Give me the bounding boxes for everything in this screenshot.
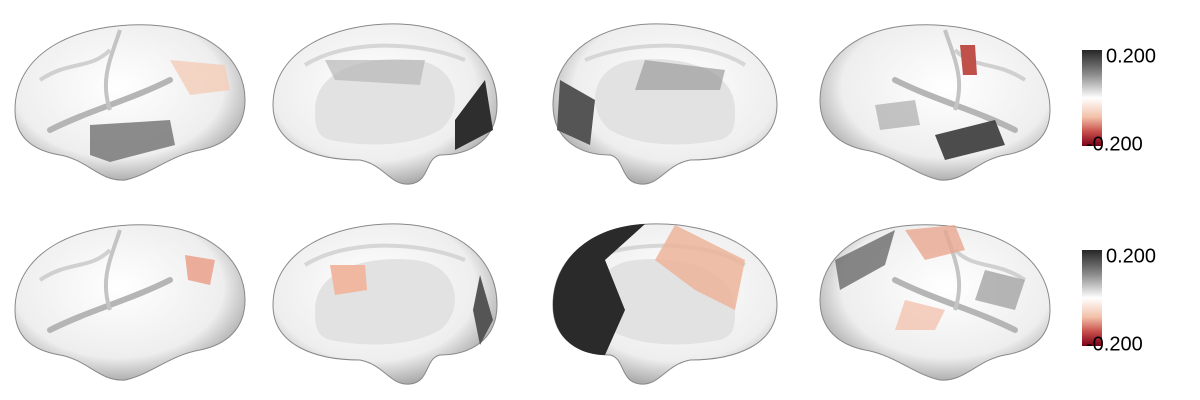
brain-medial-right xyxy=(553,224,777,384)
colorbar-max-label: 0.200 xyxy=(1106,45,1156,67)
brain-lateral-left xyxy=(15,25,245,180)
brain-medial-left xyxy=(273,24,497,184)
brain-lateral-right xyxy=(820,25,1050,180)
colorbar xyxy=(1082,250,1102,346)
brain-medial-right xyxy=(553,24,777,184)
colorbar-max-label: 0.200 xyxy=(1106,245,1156,267)
brain-lateral-right xyxy=(820,225,1050,380)
brain-medial-left xyxy=(273,224,497,384)
colorbar-min-label: -0.200 xyxy=(1086,133,1143,155)
colorbar-min-label: -0.200 xyxy=(1086,333,1143,355)
brain-lateral-left xyxy=(15,225,245,380)
colorbar xyxy=(1082,50,1102,146)
